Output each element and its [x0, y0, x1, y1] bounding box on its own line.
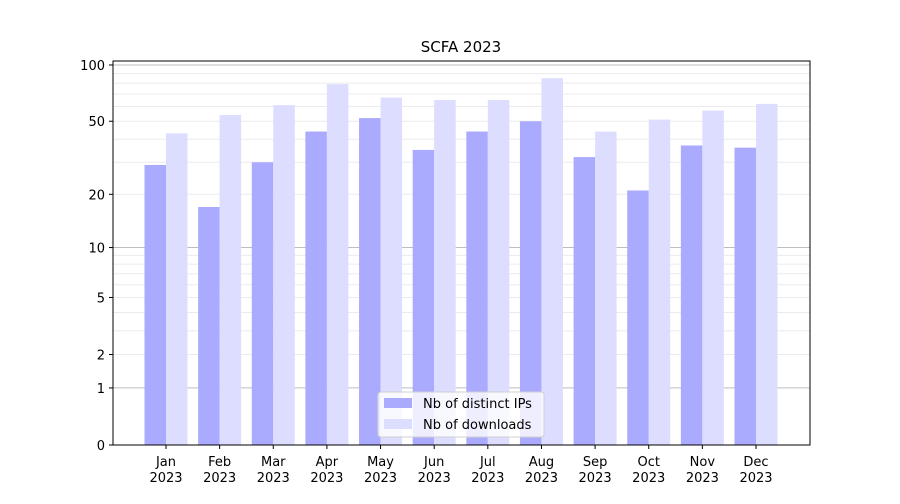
x-tick-label: 2023 [632, 471, 665, 486]
bar-distinct-ips [627, 190, 649, 445]
x-tick-label: 2023 [686, 471, 719, 486]
chart-title: SCFA 2023 [421, 38, 501, 56]
bar-distinct-ips [466, 131, 488, 446]
bar-distinct-ips [573, 157, 596, 445]
y-tick-label: 20 [88, 188, 105, 203]
y-tick-label: 1 [97, 382, 105, 397]
x-tick-label: 2023 [579, 471, 612, 486]
bar-downloads [702, 110, 724, 445]
bar-downloads [273, 105, 295, 445]
x-tick-label: May [367, 455, 394, 470]
bar-distinct-ips [680, 145, 703, 445]
x-tick-label: Jun [423, 455, 444, 470]
x-tick-label: 2023 [203, 471, 236, 486]
x-tick-label: Mar [261, 455, 286, 470]
legend-box [377, 391, 545, 438]
y-tick-label: 5 [97, 291, 105, 306]
bar-distinct-ips [412, 149, 435, 445]
x-tick-label: 2023 [257, 471, 290, 486]
legend-label: Nb of distinct IPs [423, 397, 532, 412]
x-tick-label: Jan [155, 455, 176, 470]
x-tick-label: 2023 [364, 471, 397, 486]
bar-downloads [326, 84, 349, 446]
legend-swatch [384, 419, 412, 429]
y-tick-label: 10 [88, 242, 105, 257]
x-tick-label: Dec [743, 455, 768, 470]
bar-downloads [434, 100, 456, 445]
bar-downloads [756, 103, 778, 445]
x-tick-label: Feb [208, 455, 231, 470]
plot-frame [112, 60, 811, 446]
bar-distinct-ips [734, 147, 756, 445]
bar-distinct-ips [305, 131, 327, 446]
x-tick-label: 2023 [739, 471, 772, 486]
legend: Nb of distinct IPs Nb of downloads [377, 391, 545, 438]
y-tick-label: 0 [97, 439, 105, 454]
bar-downloads [595, 131, 617, 446]
bar-downloads [380, 97, 403, 445]
x-tick-label: 2023 [310, 471, 343, 486]
x-tick-label: Jul [479, 455, 496, 470]
x-tick-label: Nov [690, 455, 716, 470]
bar-downloads [541, 78, 563, 446]
bar-downloads [487, 100, 510, 445]
x-tick-label: Sep [583, 455, 608, 470]
bar-downloads [648, 119, 671, 445]
bar-distinct-ips [519, 121, 542, 445]
legend-swatch [384, 398, 412, 408]
x-tick-label: 2023 [149, 471, 182, 486]
x-tick-label: Aug [529, 455, 554, 470]
bar-distinct-ips [144, 164, 166, 445]
y-tick-label: 50 [88, 115, 105, 130]
bar-distinct-ips [359, 118, 381, 445]
x-tick-label: 2023 [525, 471, 558, 486]
y-tick-label: 100 [80, 59, 105, 74]
bar-distinct-ips [251, 162, 274, 446]
bar-downloads [219, 115, 242, 445]
bar-distinct-ips [198, 206, 220, 445]
x-tick-label: 2023 [471, 471, 504, 486]
x-tick-label: Oct [637, 455, 659, 470]
bar-downloads [166, 133, 188, 445]
legend-label: Nb of downloads [423, 418, 532, 433]
x-tick-label: 2023 [418, 471, 451, 486]
y-tick-label: 2 [97, 349, 105, 364]
x-tick-label: Apr [316, 455, 339, 470]
